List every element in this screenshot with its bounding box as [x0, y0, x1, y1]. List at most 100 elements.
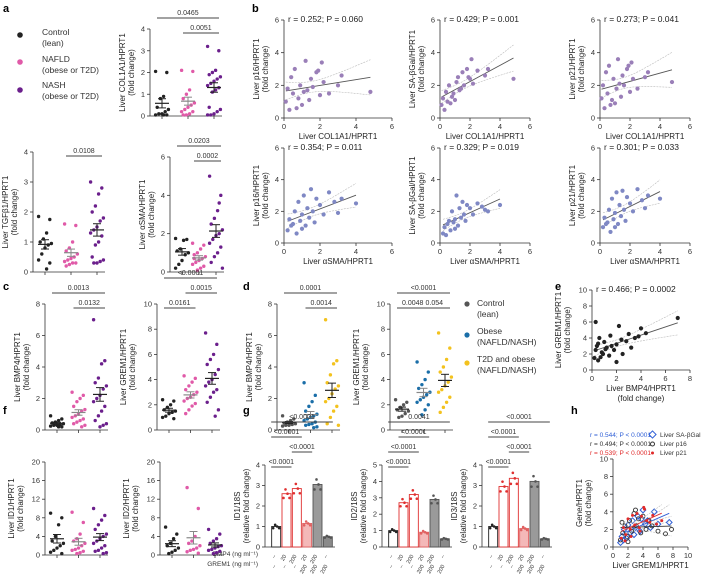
data-point	[78, 418, 82, 423]
p-value-label: <0.0001	[506, 444, 532, 451]
data-point	[211, 390, 216, 394]
data-point	[179, 109, 184, 114]
y-axis-label-unit: (fold change)	[261, 45, 270, 92]
data-point	[627, 89, 633, 94]
data-point	[211, 237, 215, 242]
data-point	[639, 198, 645, 203]
data-point	[614, 359, 619, 365]
data-point	[417, 386, 421, 391]
data-point	[460, 70, 465, 75]
data-point	[611, 76, 616, 81]
data-point	[172, 416, 176, 421]
data-point	[170, 550, 174, 554]
y-tick-label: 0	[275, 239, 279, 248]
p-value-label: 0.0465	[177, 10, 199, 17]
data-point	[452, 97, 458, 103]
data-point	[93, 243, 98, 247]
replicate-point	[425, 532, 429, 535]
replicate-point	[317, 483, 320, 486]
data-point	[301, 89, 306, 94]
data-point	[353, 201, 359, 206]
data-point	[624, 533, 628, 537]
data-point	[217, 231, 221, 236]
data-point	[448, 395, 452, 399]
replicate-point	[505, 490, 508, 493]
y-tick-label: 3	[473, 481, 477, 490]
data-point	[627, 201, 633, 206]
x-axis-label: Liver αSMA/HPRT1	[450, 257, 520, 266]
data-point	[168, 403, 173, 407]
y-tick-label: 2	[473, 502, 477, 511]
data-point	[439, 102, 444, 108]
data-point	[645, 70, 651, 75]
data-point	[165, 70, 169, 75]
replicate-point	[304, 520, 308, 523]
data-point	[205, 362, 209, 367]
replicate-point	[302, 524, 306, 527]
replicate-point	[403, 501, 406, 505]
y-tick-label: 16	[147, 476, 155, 485]
data-point	[624, 533, 630, 539]
replicate-point	[525, 528, 529, 532]
data-point	[415, 360, 419, 364]
y-tick-label: 0	[604, 543, 608, 552]
data-point	[207, 241, 212, 245]
data-point	[215, 251, 220, 255]
data-point	[190, 241, 195, 245]
data-point	[187, 88, 192, 92]
data-point	[308, 76, 314, 81]
data-point	[161, 94, 166, 99]
bmp4-dose-label: 20	[518, 554, 526, 562]
data-point	[60, 417, 64, 421]
replicate-point	[515, 482, 519, 486]
data-point	[215, 208, 220, 213]
data-point	[190, 404, 194, 408]
data-point	[72, 404, 76, 409]
data-point	[202, 264, 206, 268]
data-point	[323, 399, 328, 404]
y-tick-label: 2	[161, 229, 165, 238]
p-value-label: 0.0132	[79, 300, 101, 307]
x-tick-label: 4	[639, 374, 643, 383]
x-tick-label: 0	[282, 247, 286, 256]
data-point	[470, 212, 476, 217]
data-point	[187, 541, 191, 546]
data-point	[93, 527, 97, 532]
x-axis-label: Liver COL1A1/HPRT1	[446, 132, 525, 141]
data-point	[190, 539, 194, 543]
y-tick-label: 0	[151, 551, 155, 560]
data-point	[74, 223, 78, 228]
y-tick-label: 2	[141, 68, 145, 77]
data-point	[455, 223, 461, 228]
data-point	[70, 390, 74, 394]
data-point	[643, 331, 649, 336]
data-point	[289, 75, 294, 80]
data-point	[70, 240, 75, 244]
data-point	[103, 404, 107, 409]
data-point	[215, 342, 219, 347]
y-tick-label: 20	[32, 458, 40, 467]
data-point	[650, 508, 658, 516]
data-point	[78, 396, 82, 401]
y-axis-label: Liver COL1A1/HPRT1	[118, 33, 127, 112]
data-point	[184, 387, 188, 392]
y-tick-label: 6	[275, 144, 279, 153]
legend-sublabel: (NAFLD/NASH)	[477, 337, 537, 347]
data-point	[203, 331, 208, 335]
chart-a3: 0 2 4 6 Liver αSMA/HPRT1 (fold change) 0.0002 0…	[138, 138, 225, 277]
data-point	[446, 83, 452, 88]
y-axis-label-unit: (fold change)	[584, 479, 593, 526]
data-point	[321, 79, 326, 85]
data-point	[92, 261, 96, 265]
y-tick-label: 8	[583, 302, 587, 311]
data-point	[173, 266, 178, 270]
y-tick-label: 0	[431, 239, 435, 248]
replicate-point	[308, 524, 312, 527]
data-point	[420, 382, 424, 387]
confidence-band	[621, 521, 662, 539]
data-point	[624, 66, 630, 72]
data-point	[96, 240, 101, 244]
replicate-point	[540, 538, 544, 541]
data-point	[96, 414, 101, 418]
